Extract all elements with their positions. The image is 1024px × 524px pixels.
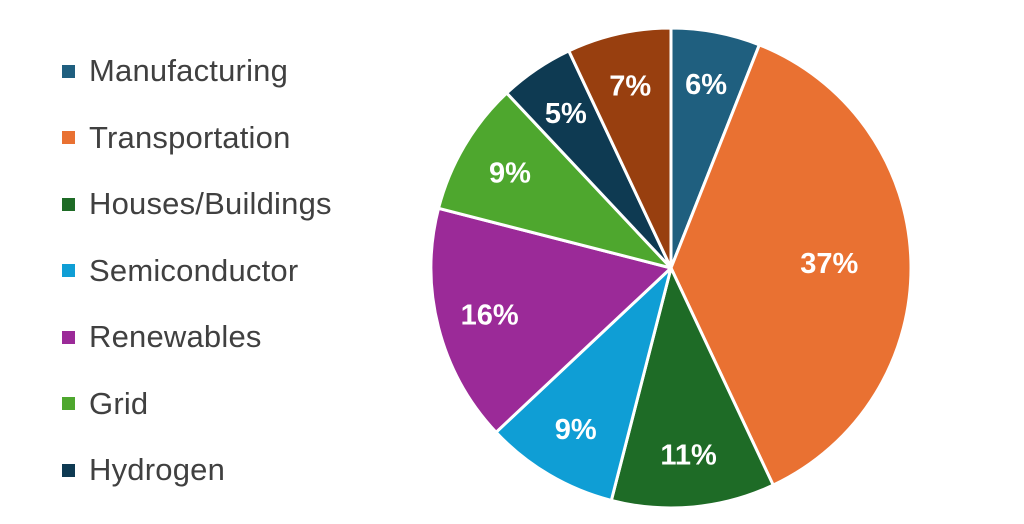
legend-label: Houses/Buildings [89,186,332,222]
legend-label: Manufacturing [89,53,289,89]
data-label-semiconductor-3: 9% [555,414,597,446]
pie-slice-transportation-1 [669,43,913,487]
pie-slice-grid-5 [437,91,673,270]
legend-item-semiconductor-3: Semiconductor [62,238,422,305]
legend-item-hydrogen-6: Hydrogen [62,437,422,504]
data-label-renewables-4: 16% [461,300,519,332]
legend-item-manufacturing-0: Manufacturing [62,38,422,105]
data-label-houses-buildings-2: 11% [660,439,717,471]
data-label-manufacturing-0: 6% [685,69,727,101]
data-label-hydrogen-6: 5% [545,98,587,130]
legend-swatch [62,463,75,477]
legend-item-grid-5: Grid [62,371,422,438]
data-label-unlabeled-7: 7% [609,70,651,102]
legend-label: Hydrogen [89,452,226,488]
legend-label: Grid [89,385,149,421]
pie-slice-houses-buildings-2 [609,266,775,510]
pie-slices [429,26,913,510]
pie-slice-renewables-4 [429,206,673,434]
data-label-grid-5: 9% [489,158,531,190]
chart-legend: Manufacturing Transportation Houses/Buildi… [62,38,422,504]
legend-swatch [62,131,75,145]
legend-label: Semiconductor [89,252,299,288]
legend-swatch [62,264,75,278]
legend-label: Renewables [89,319,262,355]
legend-swatch [62,330,75,344]
data-label-transportation-1: 37% [800,248,858,280]
pie-slice-unlabeled-7 [567,26,673,270]
legend-item-renewables-4: Renewables [62,304,422,371]
legend-swatch [62,197,75,211]
legend-swatch [62,64,75,78]
legend-label: Transportation [89,119,291,155]
legend-item-houses-buildings-2: Houses/Buildings [62,171,422,238]
legend-swatch [62,397,75,411]
legend-item-transportation-1: Transportation [62,105,422,172]
pie-slice-labels: 6% 37% 11% 9% 16% 9% 5% 7% [461,69,859,471]
pie-slice-semiconductor-3 [494,266,673,502]
